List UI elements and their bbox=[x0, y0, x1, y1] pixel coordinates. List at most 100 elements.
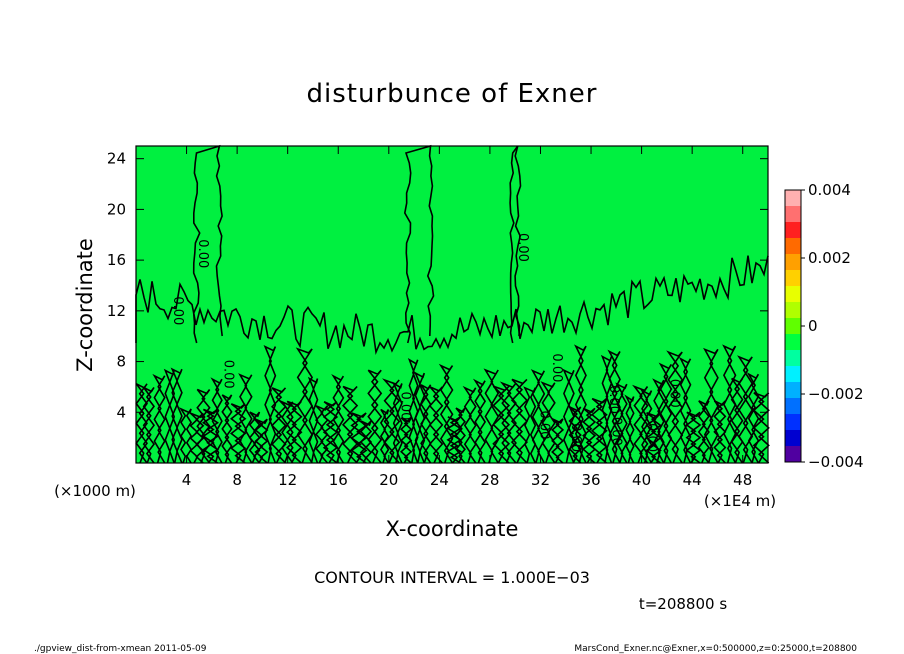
contour-label: 0.00 bbox=[195, 239, 210, 268]
contour-line bbox=[472, 378, 487, 464]
contour-label: 0.00 bbox=[220, 360, 235, 389]
colorbar-segment bbox=[785, 382, 801, 399]
footer-right: MarsCond_Exner.nc@Exner,x=0:500000,z=0:2… bbox=[574, 644, 857, 654]
x-tick-label: 32 bbox=[531, 471, 550, 489]
contour-label: 0.00 bbox=[644, 423, 659, 452]
contour-line bbox=[722, 344, 737, 464]
contour-line bbox=[509, 145, 522, 344]
contour-line bbox=[315, 405, 329, 464]
colorbar-segment bbox=[785, 206, 801, 223]
contour-line bbox=[413, 371, 426, 464]
colorbar-segment bbox=[785, 318, 801, 335]
colorbar-label: −0.002 bbox=[808, 385, 864, 403]
contour-line bbox=[752, 392, 770, 464]
x-tick-label: 48 bbox=[733, 471, 752, 489]
y-tick-label: 16 bbox=[107, 251, 126, 269]
chart-title: disturbunce of Exner bbox=[307, 79, 598, 109]
contour-line bbox=[178, 407, 193, 464]
contour-line bbox=[737, 355, 754, 464]
x-tick-label: 8 bbox=[232, 471, 242, 489]
contour-line bbox=[295, 347, 314, 464]
contour-label: 0.00 bbox=[606, 385, 621, 414]
colorbar-segment bbox=[785, 398, 801, 415]
contour-line bbox=[492, 385, 511, 464]
colorbar-segment bbox=[785, 286, 801, 303]
x-tick-label: 12 bbox=[278, 471, 297, 489]
colorbar-segment bbox=[785, 190, 801, 207]
x-tick-label: 20 bbox=[379, 471, 398, 489]
contour-label: 0.00 bbox=[568, 423, 583, 452]
contour-line bbox=[248, 411, 261, 464]
colorbar-segment bbox=[785, 350, 801, 367]
colorbar-segment bbox=[785, 238, 801, 255]
contour-line bbox=[152, 373, 166, 464]
contour-line bbox=[400, 417, 413, 464]
contour-lines bbox=[135, 144, 770, 464]
plot-frame bbox=[135, 145, 769, 464]
footer-left: ./gpview_dist-from-xmean 2011-05-09 bbox=[34, 644, 207, 654]
contour-label: 0.00 bbox=[667, 379, 682, 408]
contour-line bbox=[462, 385, 477, 464]
contour-line bbox=[210, 377, 223, 464]
colorbar-segment bbox=[785, 222, 801, 239]
contour-line bbox=[428, 386, 444, 464]
contour-line bbox=[359, 420, 373, 464]
x-tick-label: 40 bbox=[632, 471, 651, 489]
contour-line bbox=[510, 378, 529, 464]
colorbar-segment bbox=[785, 334, 801, 351]
x-tick-label: 44 bbox=[683, 471, 702, 489]
colorbar-segment bbox=[785, 414, 801, 431]
contour-line bbox=[142, 386, 156, 464]
contour-line bbox=[263, 344, 277, 464]
contour-line bbox=[562, 368, 575, 464]
contour-line bbox=[341, 385, 359, 464]
x-axis-ticks: 4 8 12 16 20 24 28 32 36 40 44 48 bbox=[182, 146, 752, 489]
x-tick-label: 16 bbox=[329, 471, 348, 489]
contour-line bbox=[685, 411, 702, 464]
contour-line bbox=[607, 349, 621, 464]
contour-line bbox=[697, 400, 710, 464]
plot-area: 0.00 0.00 0.00 0.00 0.00 0.00 0.00 0.00 0.00 0.00… bbox=[135, 144, 770, 464]
contour-line bbox=[163, 368, 176, 464]
colorbar-label: 0.002 bbox=[808, 249, 851, 267]
y-axis-unit-label: (×1000 m) bbox=[54, 482, 136, 500]
contour-line bbox=[221, 394, 233, 464]
contour-interval-text: CONTOUR INTERVAL = 1.000E−03 bbox=[314, 568, 590, 587]
contour-line bbox=[392, 381, 403, 464]
contour-line bbox=[590, 397, 608, 464]
contour-label: 0.00 bbox=[549, 353, 564, 382]
contour-line bbox=[307, 376, 319, 464]
colorbar-label: 0.004 bbox=[808, 181, 851, 199]
contour-line bbox=[658, 362, 673, 464]
contour-label: 0.00 bbox=[170, 296, 185, 325]
contour-line bbox=[632, 384, 649, 464]
y-axis-label: Z-coordinate bbox=[73, 238, 97, 372]
contour-line bbox=[407, 357, 419, 464]
contour-line bbox=[279, 399, 294, 464]
x-tick-label: 4 bbox=[182, 471, 192, 489]
contour-line bbox=[713, 400, 727, 464]
colorbar bbox=[784, 189, 802, 463]
x-axis-label: X-coordinate bbox=[386, 517, 519, 541]
colorbar-labels: 0.004 0.002 0 −0.002 −0.004 bbox=[801, 181, 864, 471]
contour-line bbox=[420, 384, 432, 464]
contour-line bbox=[331, 374, 345, 464]
x-tick-label: 28 bbox=[480, 471, 499, 489]
contour-label: 0.00 bbox=[515, 233, 530, 262]
contour-line bbox=[238, 373, 253, 464]
contour-line bbox=[438, 363, 454, 464]
contour-line bbox=[170, 367, 183, 464]
colorbar-label: −0.004 bbox=[808, 453, 864, 471]
y-tick-label: 20 bbox=[107, 200, 126, 218]
contour-line bbox=[367, 369, 383, 464]
contour-line bbox=[600, 354, 613, 464]
contour-label: 0.00 bbox=[609, 417, 624, 446]
contour-line bbox=[350, 412, 368, 464]
y-tick-label: 12 bbox=[107, 302, 126, 320]
y-tick-label: 8 bbox=[116, 353, 126, 371]
colorbar-segment bbox=[785, 270, 801, 287]
contour-line bbox=[403, 144, 435, 344]
colorbar-segment bbox=[785, 254, 801, 271]
y-axis-ticks: 4 8 12 16 20 24 bbox=[107, 150, 768, 421]
